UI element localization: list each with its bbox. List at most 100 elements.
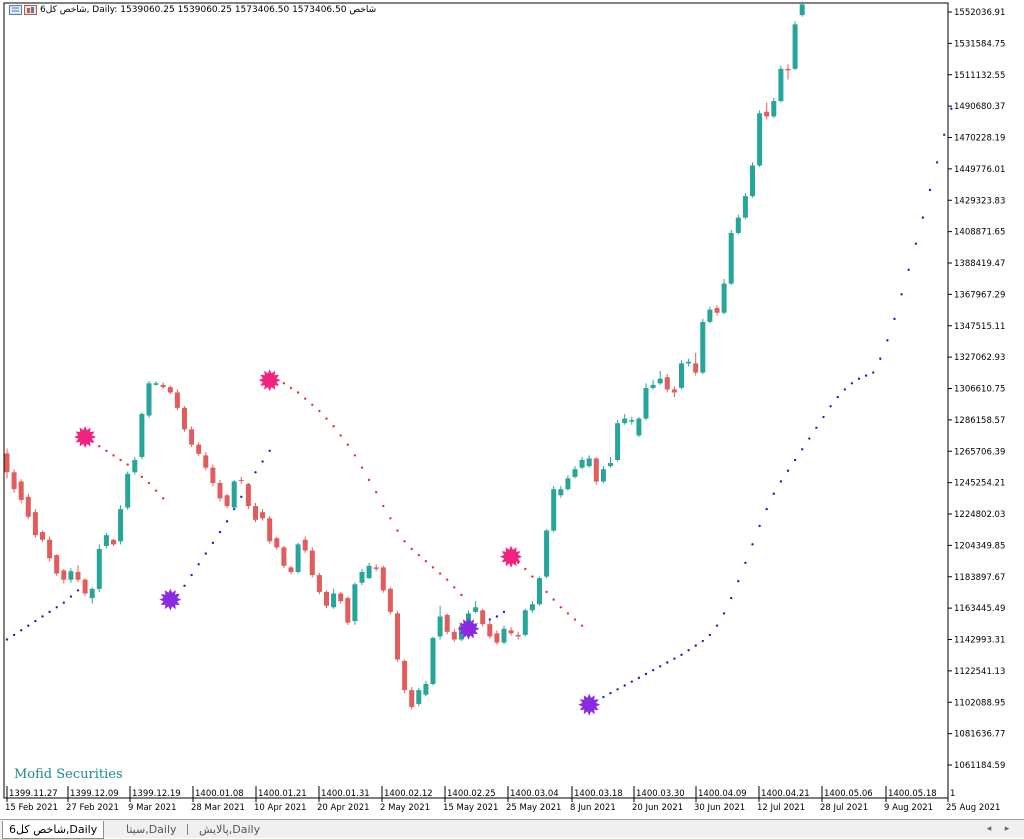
candle <box>380 565 386 593</box>
sar-dot <box>460 593 463 597</box>
candle-body <box>671 389 677 393</box>
scroll-left-button[interactable]: ◂ <box>986 824 992 834</box>
candle-body <box>366 565 372 579</box>
y-tick-label: 1081636.77 <box>954 730 1005 740</box>
candle-body <box>792 24 798 69</box>
candle <box>352 582 358 625</box>
candle <box>544 529 550 579</box>
y-tick-label: 1429323.83 <box>954 196 1005 206</box>
candle <box>387 587 393 615</box>
candle-body <box>785 68 791 71</box>
x-top-label: 1400.05.18 <box>888 789 937 799</box>
candle-body <box>174 392 180 408</box>
sar-dot <box>112 454 115 457</box>
candle <box>153 380 159 386</box>
y-tick-label: 1306610.75 <box>954 385 1005 395</box>
candle <box>444 613 450 635</box>
candle <box>529 601 535 613</box>
sar-dot <box>822 415 825 419</box>
candle-body <box>778 68 784 102</box>
candle-body <box>771 101 777 117</box>
sar-dot <box>5 638 9 641</box>
chart-window-icon[interactable] <box>9 5 22 15</box>
candle-body <box>189 429 195 445</box>
tab-chart-3[interactable]: پالایش,Daily <box>199 823 261 836</box>
candle <box>47 536 53 562</box>
candle <box>203 452 209 470</box>
sar-dot <box>517 561 520 564</box>
sar-dot <box>531 575 534 578</box>
candle <box>111 539 116 546</box>
candle-body <box>430 637 436 684</box>
candle <box>451 628 457 642</box>
tab-chart-2[interactable]: سیتا,Daily <box>126 823 177 836</box>
candle <box>210 464 216 487</box>
sar-dot <box>296 391 300 394</box>
x-bottom-label: 9 Aug 2021 <box>884 803 933 813</box>
sar-dot <box>722 612 726 615</box>
candle-body <box>182 407 187 430</box>
candle <box>579 456 585 470</box>
candle <box>728 229 734 286</box>
candle <box>664 374 670 393</box>
candle <box>196 442 202 457</box>
x-top-label: 1400.04.21 <box>761 789 810 799</box>
candle-body <box>558 489 564 496</box>
sar-dot <box>204 552 207 555</box>
sar-dot <box>552 598 555 601</box>
candle <box>238 476 244 484</box>
candle <box>103 532 109 549</box>
candle-body <box>61 570 67 580</box>
candle <box>600 466 606 484</box>
sar-dot <box>438 572 442 575</box>
y-tick-label: 1183897.67 <box>954 573 1005 583</box>
sell-signal-star <box>74 426 97 448</box>
candle-body <box>118 509 124 542</box>
candle <box>423 680 429 697</box>
sar-dot <box>339 434 342 437</box>
candle <box>586 455 592 468</box>
candle-body <box>274 538 280 548</box>
sar-dot <box>396 529 399 532</box>
sar-dot <box>630 680 633 683</box>
candle <box>338 591 344 604</box>
chart-properties-icon[interactable] <box>24 5 37 15</box>
candle-body <box>437 616 443 637</box>
candle <box>643 383 649 421</box>
candle-body <box>54 555 60 574</box>
sar-dot <box>488 618 491 621</box>
sar-dot <box>815 426 818 429</box>
candle-body <box>529 604 535 611</box>
sar-dot <box>318 409 321 413</box>
sar-dot <box>190 573 193 577</box>
sar-dot <box>758 524 761 528</box>
buy-signal-star <box>159 588 182 611</box>
sar-dot <box>680 653 683 657</box>
candle <box>61 568 67 584</box>
candle-body <box>231 481 237 508</box>
x-top-label: 1400.01.21 <box>258 789 307 799</box>
candle-body <box>68 571 74 580</box>
candle-body <box>238 479 244 481</box>
candle-body <box>473 607 479 612</box>
candle-body <box>402 660 408 691</box>
price-chart[interactable]: 1552036.91 1531584.75 1511132.55 1490680.37… <box>0 0 1024 819</box>
scroll-right-button[interactable]: ▸ <box>1004 824 1010 834</box>
sar-dot <box>240 495 243 499</box>
candle <box>615 420 621 462</box>
candle <box>764 102 770 120</box>
x-bottom-label: 25 May 2021 <box>506 803 561 813</box>
candle <box>260 509 266 521</box>
candle <box>96 544 102 592</box>
candle-body <box>132 460 138 473</box>
candle-body <box>288 567 294 572</box>
candle-body <box>522 610 528 635</box>
candle <box>316 572 322 595</box>
tab-chart-1[interactable]: شاخص کل6,Daily <box>2 821 105 839</box>
sar-dot <box>69 595 73 598</box>
candle-body <box>395 613 400 660</box>
candle <box>714 305 720 316</box>
sar-dot <box>914 242 917 245</box>
sar-dot <box>332 425 335 428</box>
